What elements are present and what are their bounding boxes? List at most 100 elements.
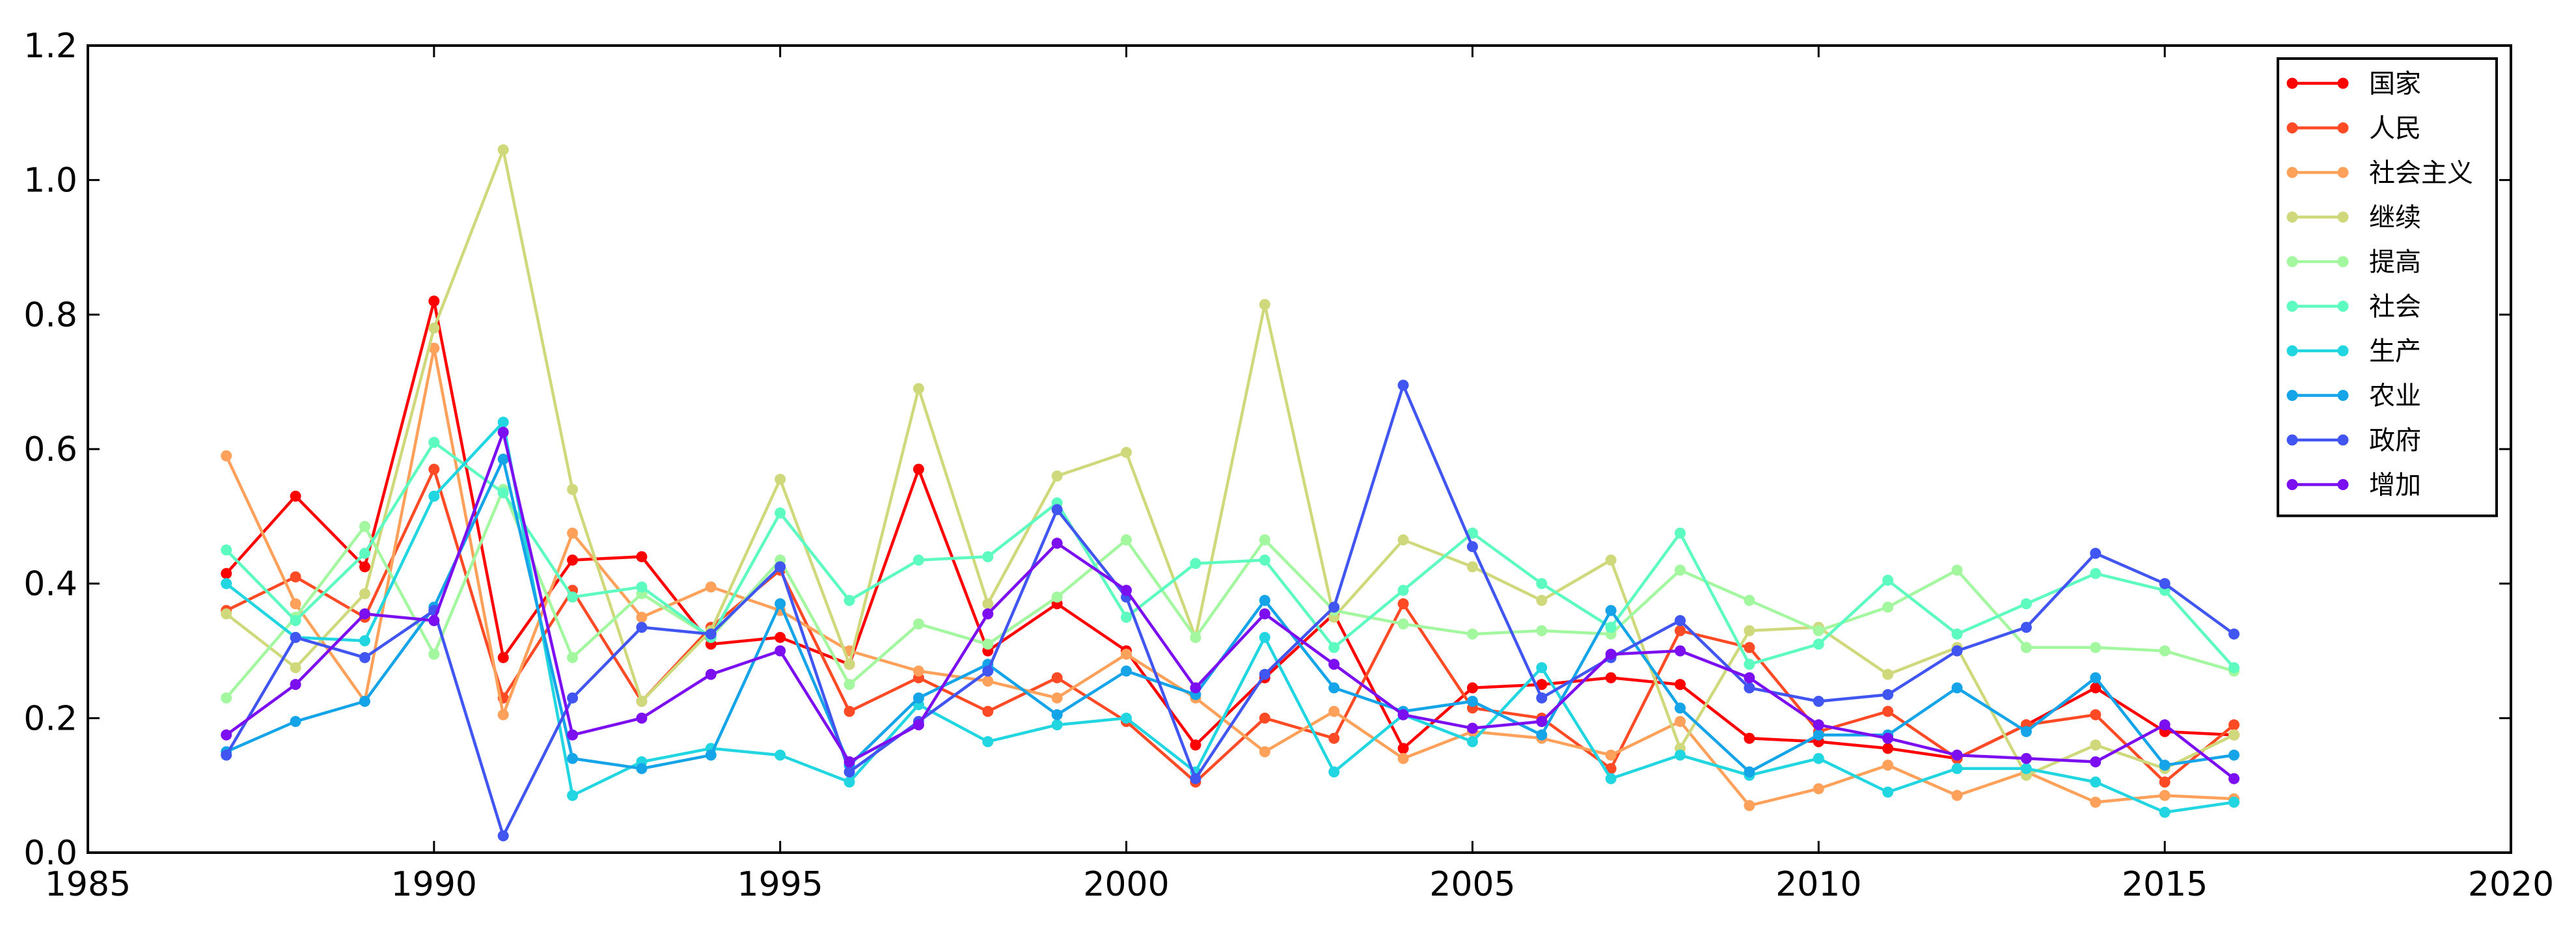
data-point [1259,631,1270,643]
data-point [1259,299,1270,310]
data-point [2228,797,2240,808]
data-point [221,608,232,620]
data-point [705,628,717,640]
data-point [2090,682,2102,694]
data-point [843,766,855,778]
data-point [774,645,786,657]
legend-label: 提高 [2369,247,2421,277]
data-point [982,608,994,620]
data-point [1051,504,1063,515]
data-point [1259,668,1270,680]
data-point [843,756,855,767]
legend-marker [2286,122,2298,133]
data-point [1675,716,1686,727]
legend-marker [2286,390,2298,401]
data-point [1813,639,1824,650]
data-point [2090,756,2102,767]
data-point [428,342,440,354]
data-point [2228,729,2240,741]
data-point [1121,611,1132,623]
legend-item: 社会 [2286,292,2421,322]
data-point [1951,628,1963,640]
x-tick-label: 2000 [1083,865,1169,904]
x-tick-label: 1990 [391,865,477,904]
legend-marker [2337,77,2349,89]
data-point [843,659,855,670]
data-point [2020,752,2032,764]
data-point [774,631,786,643]
data-point [1675,679,1686,691]
data-point [1397,534,1409,545]
data-point [2159,719,2171,731]
data-point [1328,659,1340,670]
data-point [636,763,648,775]
legend-marker [2337,345,2349,357]
data-point [1675,645,1686,657]
data-point [982,639,994,650]
data-point [1466,628,1478,640]
data-point [1328,732,1340,744]
data-point [221,544,232,556]
data-point [290,615,301,626]
data-point [1259,595,1270,606]
data-point [359,696,370,707]
data-point [912,665,924,677]
data-point [2020,598,2032,610]
legend-item: 人民 [2286,114,2421,144]
data-point [774,749,786,761]
data-point [221,578,232,590]
data-point [1328,642,1340,653]
legend-label: 社会主义 [2369,158,2473,188]
data-point [705,581,717,593]
data-point [1882,760,1894,771]
legend-label: 政府 [2369,426,2421,456]
data-point [497,454,509,465]
data-point [290,631,301,643]
series-line [225,458,2234,774]
data-point [1466,527,1478,539]
data-point [1605,555,1617,566]
data-point [774,598,786,610]
data-point [1744,659,1755,670]
x-tick-label: 2020 [2468,865,2554,904]
data-point [1744,595,1755,606]
data-point [567,484,579,495]
legend-marker [2286,434,2298,446]
data-point [2228,628,2240,640]
data-point [1121,712,1132,724]
legend-label: 生产 [2369,337,2421,366]
data-point [1605,672,1617,683]
data-point [982,706,994,717]
data-point [912,618,924,630]
data-point [1466,696,1478,707]
legend-marker [2286,301,2298,312]
legend-item: 继续 [2286,203,2421,233]
data-point [2090,672,2102,683]
data-point [1813,625,1824,637]
data-point [1605,622,1617,633]
data-point [1259,712,1270,724]
data-point [2159,760,2171,771]
data-point [1882,706,1894,717]
data-point [2228,719,2240,731]
data-point [1882,575,1894,586]
data-point [1536,625,1548,637]
series-8 [221,379,2240,842]
data-point [636,611,648,623]
data-point [1813,696,1824,707]
data-point [1397,752,1409,764]
legend-item: 提高 [2286,247,2421,277]
data-point [636,551,648,562]
data-point [1190,739,1201,751]
data-point [1744,766,1755,778]
data-point [1675,702,1686,714]
data-point [1882,668,1894,680]
data-point [843,679,855,691]
data-point [1951,763,1963,775]
data-point [567,555,579,566]
data-point [1190,631,1201,643]
data-point [1051,709,1063,721]
data-point [290,490,301,502]
